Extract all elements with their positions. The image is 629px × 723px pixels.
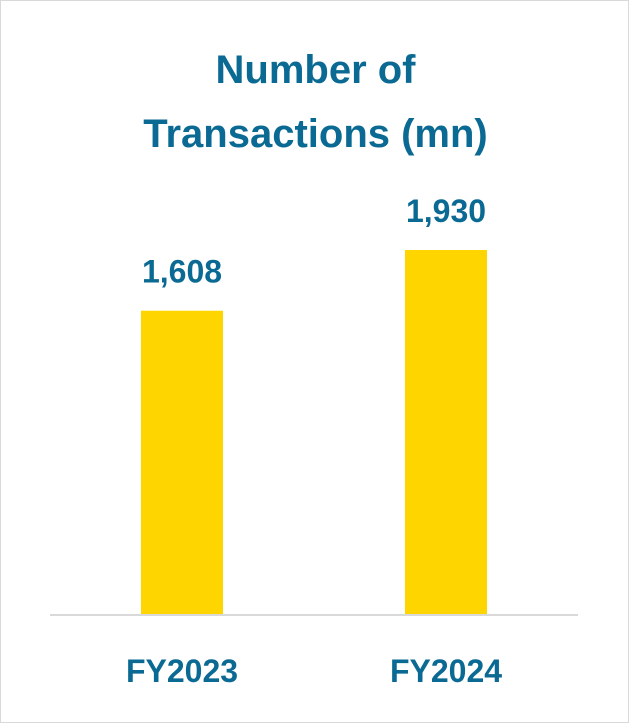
- data-label-fy2023: 1,608: [142, 254, 222, 290]
- category-label-fy2023: FY2023: [126, 653, 238, 689]
- chart-title-line-2: Transactions (mn): [143, 112, 488, 156]
- bar-fy2024: [405, 250, 487, 614]
- category-label-fy2024: FY2024: [390, 653, 502, 689]
- bar-fy2023: [141, 310, 223, 614]
- data-label-fy2024: 1,930: [406, 193, 486, 229]
- chart-title-line-1: Number of: [215, 48, 416, 92]
